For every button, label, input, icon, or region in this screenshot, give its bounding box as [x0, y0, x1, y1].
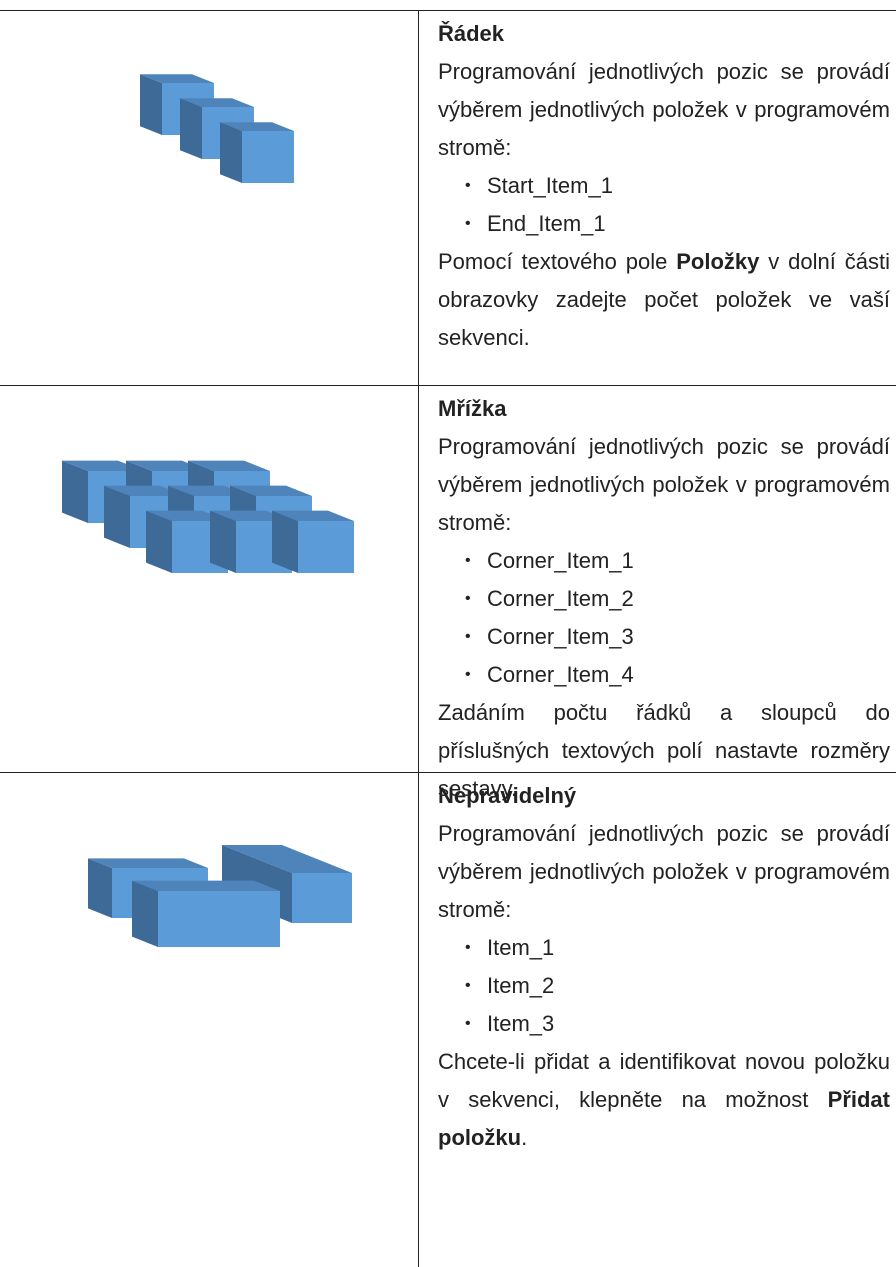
box-face: [168, 485, 250, 496]
list-item: Start_Item_1: [465, 167, 890, 205]
box-face: [180, 98, 202, 159]
row-title: Nepravidelný: [438, 783, 577, 808]
box-face: [242, 131, 294, 183]
bullet-list: Corner_Item_1Corner_Item_2Corner_Item_3C…: [438, 542, 890, 694]
row-text: Řádek Programování jednotlivých pozic se …: [438, 15, 890, 357]
box-face: [104, 485, 130, 548]
box-face: [298, 521, 354, 573]
list-item: Corner_Item_4: [465, 656, 890, 694]
box-face: [158, 891, 280, 947]
row-figure: [140, 11, 419, 385]
text: Chcete-li přidat a identifikovat novou p…: [438, 1049, 890, 1112]
box-face: [188, 460, 270, 471]
box-face: [88, 858, 112, 918]
bullet-list: Start_Item_1End_Item_1: [438, 167, 890, 243]
box-face: [132, 880, 280, 891]
box-face: [292, 873, 352, 923]
row-figure: [88, 773, 419, 1267]
row-text: Nepravidelný Programování jednotlivých po…: [438, 777, 890, 1157]
paragraph: Programování jednotlivých pozic se prová…: [438, 821, 890, 922]
paragraph: Pomocí textového pole Položky v dolní čá…: [438, 243, 890, 357]
table-row: Nepravidelný Programování jednotlivých po…: [0, 773, 896, 1267]
text: Zadáním počtu řádků a sloupců do přísluš…: [438, 700, 890, 801]
box-face: [272, 510, 298, 573]
box-face: [220, 122, 294, 131]
box-face: [272, 510, 354, 521]
box-face: [230, 485, 312, 496]
table-row: Řádek Programování jednotlivých pozic se …: [0, 11, 896, 386]
box-face: [222, 845, 352, 873]
box-face: [88, 858, 208, 868]
box-face: [146, 510, 228, 521]
list-item: Item_3: [465, 1005, 890, 1043]
list-item: End_Item_1: [465, 205, 890, 243]
box-face: [140, 74, 162, 135]
bullet-list: Item_1Item_2Item_3: [438, 929, 890, 1043]
paragraph: Programování jednotlivých pozic se prová…: [438, 434, 890, 535]
paragraph: Zadáním počtu řádků a sloupců do přísluš…: [438, 694, 890, 808]
box-face: [104, 485, 186, 496]
box-face: [62, 460, 144, 471]
list-item: Corner_Item_2: [465, 580, 890, 618]
list-item: Item_1: [465, 929, 890, 967]
list-item: Corner_Item_3: [465, 618, 890, 656]
box-face: [180, 98, 254, 107]
list-item: Corner_Item_1: [465, 542, 890, 580]
box-face: [62, 460, 88, 523]
row-title: Řádek: [438, 21, 505, 46]
text: Pomocí textového pole: [438, 249, 677, 274]
document-table: Řádek Programování jednotlivých pozic se …: [0, 10, 896, 1267]
box-face: [220, 122, 242, 183]
text: v dolní části obrazovky zadejte počet po…: [438, 249, 890, 350]
box-face: [210, 510, 236, 573]
bold-text: Přidat položku: [438, 1087, 890, 1150]
text: .: [521, 1125, 528, 1150]
box-face: [210, 510, 292, 521]
box-face: [146, 510, 172, 573]
box-face: [126, 460, 208, 471]
bold-text: Položky: [676, 249, 760, 274]
list-item: Item_2: [465, 967, 890, 1005]
paragraph: Chcete-li přidat a identifikovat novou p…: [438, 1043, 890, 1157]
box-face: [132, 880, 158, 947]
row-figure: [62, 386, 419, 772]
row-title: Mřížka: [438, 396, 507, 421]
row-text: Mřížka Programování jednotlivých pozic se…: [438, 390, 890, 808]
box-face: [140, 74, 214, 83]
paragraph: Programování jednotlivých pozic se prová…: [438, 59, 890, 160]
table-row: Mřížka Programování jednotlivých pozic se…: [0, 386, 896, 801]
